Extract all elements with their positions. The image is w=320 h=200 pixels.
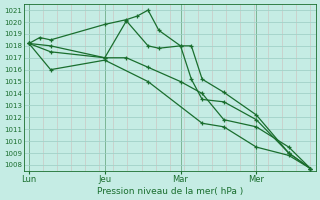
X-axis label: Pression niveau de la mer( hPa ): Pression niveau de la mer( hPa )	[97, 187, 243, 196]
